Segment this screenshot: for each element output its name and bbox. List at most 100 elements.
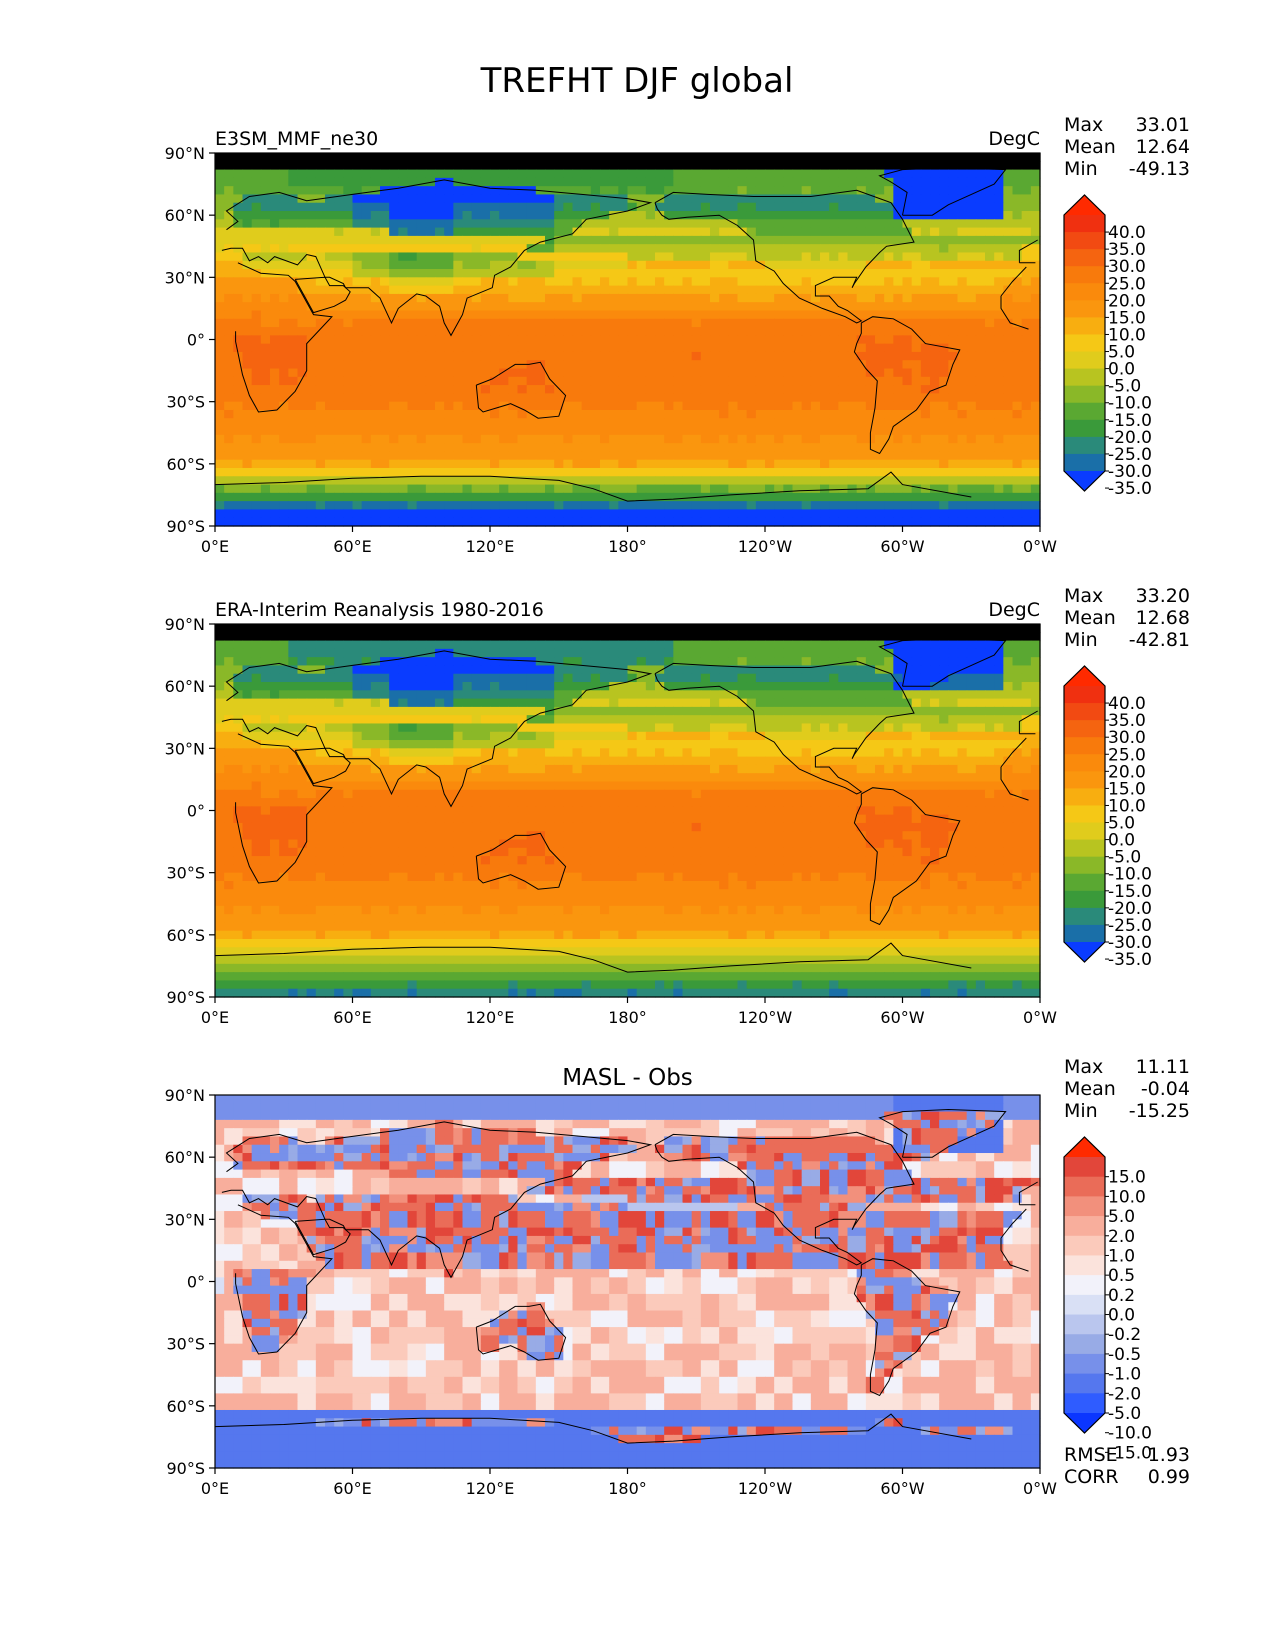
lon-tick-label: 60°W	[880, 537, 924, 556]
colorbar-tick-label: -0.5	[1108, 1345, 1141, 1365]
stat-value-max: 33.20	[1136, 585, 1190, 607]
colorbar-bin	[1064, 1373, 1105, 1394]
colorbar-tick-label: 15.0	[1108, 779, 1146, 799]
colorbar-bin	[1064, 788, 1105, 806]
colorbar-bin	[1064, 1393, 1105, 1414]
coastline-australia	[475, 1303, 567, 1361]
colorbar-bin	[1064, 856, 1105, 875]
lat-tick-label: 30°N	[165, 739, 205, 758]
colorbar-tick-label: -25.0	[1108, 916, 1152, 936]
stat-label-max: Max	[1064, 585, 1103, 607]
colorbar-tick-label: 15.0	[1108, 308, 1146, 328]
colorbar-tick-label: -1.0	[1108, 1365, 1141, 1385]
lat-tick-label: 60°S	[166, 455, 205, 474]
colorbar: 40.035.030.025.020.015.010.05.00.0-5.0-1…	[1063, 665, 1152, 970]
coastline-antarctica	[214, 942, 972, 973]
stat-label-min: Min	[1064, 158, 1098, 180]
coastline-greenland	[878, 166, 1007, 216]
colorbar-bin	[1064, 334, 1105, 353]
lon-tick-label: 180°	[608, 1008, 647, 1027]
colorbar-bin	[1064, 1216, 1105, 1237]
coastline-africa	[1000, 266, 1027, 297]
field-raster	[215, 624, 1041, 998]
lon-tick-label: 60°E	[333, 1479, 371, 1498]
coastline-africa	[1000, 737, 1027, 768]
coastline-greenland	[878, 637, 1007, 687]
figure-title: TREFHT DJF global	[480, 61, 794, 101]
lon-tick-label: 120°E	[466, 1479, 515, 1498]
colorbar-tick-label: 10.0	[1108, 325, 1146, 345]
colorbar-tick-label: -35.0	[1108, 479, 1152, 499]
colorbar-tick-label: 1.0	[1108, 1246, 1135, 1266]
lat-tick-label: 30°N	[165, 1210, 205, 1229]
field-raster	[215, 153, 1041, 527]
colorbar-tick-label: -5.0	[1108, 1404, 1141, 1424]
coastline-antarctica	[214, 1413, 972, 1444]
lon-tick-label: 120°W	[738, 1479, 793, 1498]
lat-tick-label: 30°S	[166, 864, 205, 883]
stat-label-mean: Mean	[1064, 1078, 1116, 1100]
coastline-europe_asia	[221, 1121, 653, 1279]
lat-tick-label: 60°S	[166, 926, 205, 945]
colorbar-bin	[1064, 907, 1105, 926]
coastlines	[214, 1108, 1038, 1444]
colorbar: 15.010.05.02.01.00.50.20.0-0.2-0.5-1.0-2…	[1063, 1136, 1152, 1463]
colorbar-tick-label: -20.0	[1108, 428, 1152, 448]
panel-center-title: MASL - Obs	[562, 1065, 693, 1091]
lon-tick-label: 60°W	[880, 1479, 924, 1498]
stat-value-mean: 12.64	[1136, 136, 1190, 158]
lon-tick-label: 120°W	[738, 1008, 793, 1027]
coastline-africa	[235, 1204, 333, 1355]
colorbar-bin	[1064, 436, 1105, 455]
coastline-namerica	[654, 1131, 915, 1266]
colorbar-tick-label: -0.2	[1108, 1325, 1141, 1345]
colorbar-tick-label: -5.0	[1108, 848, 1141, 868]
colorbar-tick-label: 20.0	[1108, 762, 1146, 782]
stat-label-min: Min	[1064, 629, 1098, 651]
stat-value-min: -49.13	[1129, 158, 1190, 180]
lon-tick-label: 0°E	[201, 537, 229, 556]
stat-value-mean: -0.04	[1141, 1078, 1190, 1100]
colorbar-bin	[1064, 924, 1105, 943]
colorbar-bin	[1064, 703, 1105, 721]
coastline-europe_asia	[1018, 239, 1038, 263]
lon-tick-label: 60°E	[333, 1008, 371, 1027]
lon-tick-label: 0°W	[1023, 537, 1057, 556]
coastlines	[214, 166, 1038, 502]
colorbar-bin	[1064, 368, 1105, 387]
coastline-africa	[1000, 767, 1029, 801]
colorbar-tick-label: -2.0	[1108, 1384, 1141, 1404]
colorbar-bin	[1064, 453, 1105, 472]
lon-tick-label: 0°E	[201, 1008, 229, 1027]
coastline-africa	[1000, 1238, 1029, 1272]
colorbar-tick-label: -20.0	[1108, 899, 1152, 919]
panel-left-title: ERA-Interim Reanalysis 1980-2016	[215, 599, 544, 621]
lat-tick-label: 60°N	[165, 677, 205, 696]
colorbar-bin	[1064, 1255, 1105, 1276]
colorbar-bin	[1064, 1157, 1105, 1178]
stat-label-min: Min	[1064, 1100, 1098, 1122]
colorbar-tick-label: 5.0	[1108, 814, 1135, 834]
colorbar-bin	[1064, 1176, 1105, 1197]
lat-tick-label: 60°N	[165, 206, 205, 225]
colorbar-tick-label: 0.0	[1108, 360, 1135, 380]
colorbar-bin	[1064, 1314, 1105, 1335]
colorbar-bin	[1064, 822, 1105, 841]
colorbar-bin	[1064, 1294, 1105, 1316]
colorbar-bin	[1064, 266, 1105, 284]
lon-tick-label: 60°W	[880, 1008, 924, 1027]
lon-tick-label: 120°E	[466, 1008, 515, 1027]
colorbar-tick-label: 25.0	[1108, 274, 1146, 294]
colorbar-tick-label: 30.0	[1108, 728, 1146, 748]
colorbar-bin	[1064, 1275, 1105, 1296]
colorbar-tick-label: 35.0	[1108, 240, 1146, 260]
colorbar-tick-label: -30.0	[1108, 933, 1152, 953]
colorbar-bin	[1064, 232, 1105, 250]
colorbar-tick-label: -25.0	[1108, 445, 1152, 465]
colorbar-tick-label: 15.0	[1108, 1168, 1146, 1188]
coastline-australia	[475, 832, 567, 890]
coastline-australia	[475, 361, 567, 419]
coastline-arabia	[294, 747, 351, 785]
lon-tick-label: 0°W	[1023, 1008, 1057, 1027]
colorbar-tick-label: 35.0	[1108, 711, 1146, 731]
